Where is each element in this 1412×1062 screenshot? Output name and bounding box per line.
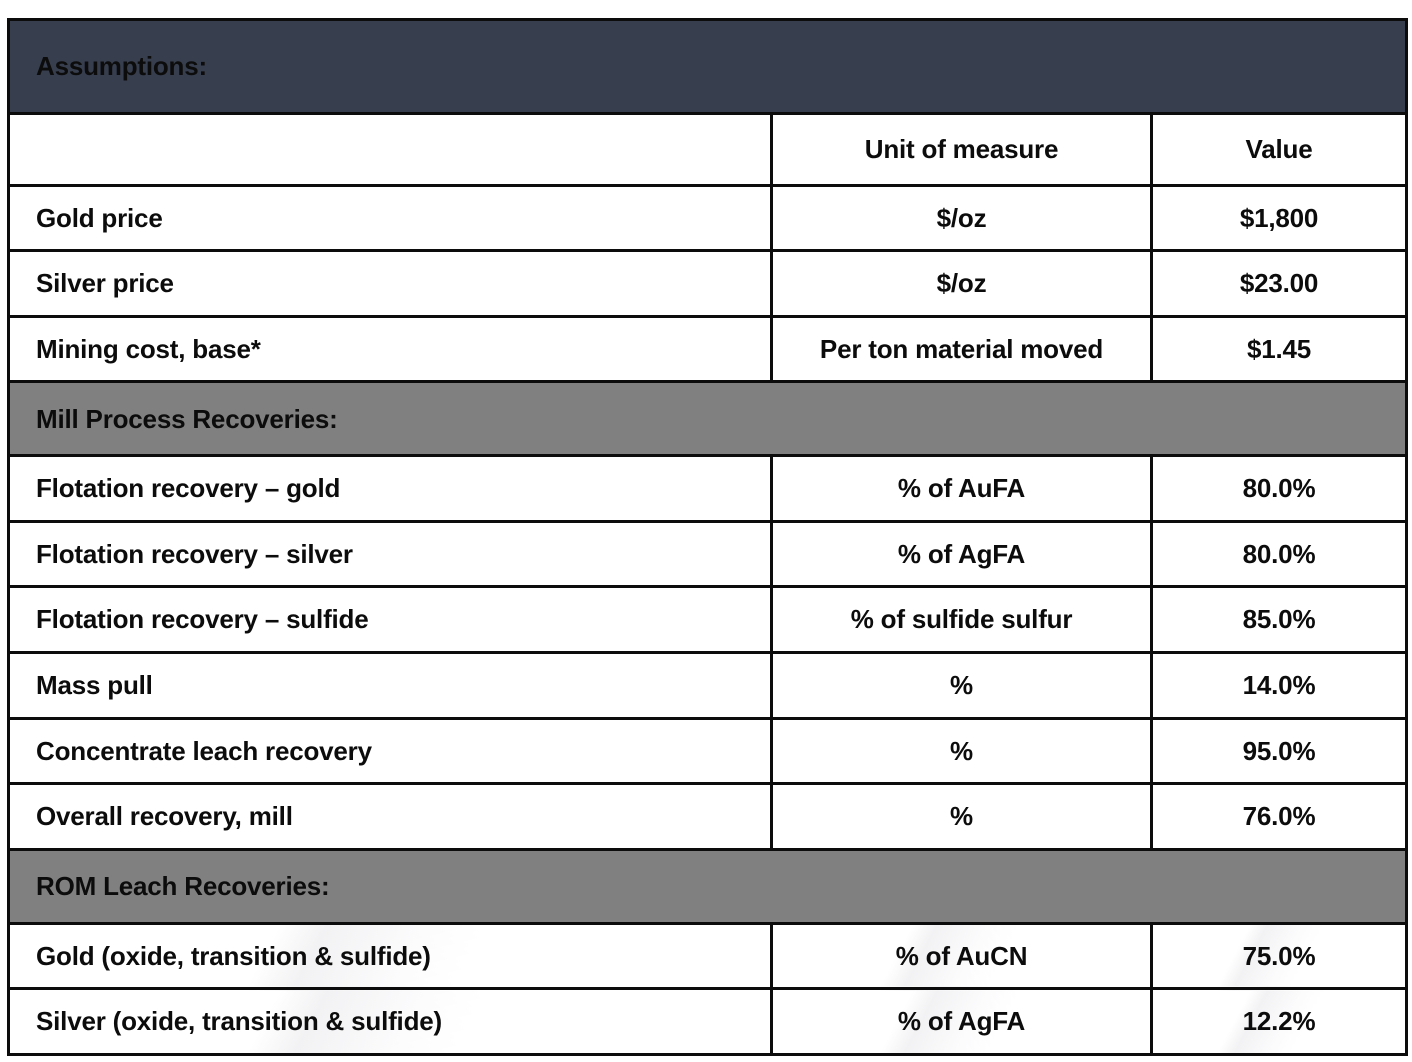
row-value: 76.0% (1149, 782, 1409, 851)
table-row: Gold price $/oz $1,800 (7, 183, 1409, 253)
table-row: Flotation recovery – sulfide % of sulfid… (7, 585, 1409, 655)
row-value: 12.2% (1149, 987, 1409, 1056)
row-value: $1.45 (1149, 314, 1409, 384)
section-banner-assumptions: Assumptions: (6, 18, 1409, 115)
row-label: Concentrate leach recovery (7, 716, 773, 786)
row-label: Flotation recovery – gold (7, 454, 773, 523)
row-label: Flotation recovery – sulfide (7, 585, 773, 655)
table-row: Flotation recovery – gold % of AuFA 80.0… (7, 454, 1409, 523)
column-header-value: Value (1149, 111, 1409, 187)
table-row: Mining cost, base* Per ton material move… (7, 314, 1409, 384)
table-row: Mass pull % 14.0% (7, 651, 1409, 720)
row-value: 75.0% (1149, 921, 1409, 991)
row-unit: % (770, 782, 1153, 851)
column-header-blank (7, 111, 773, 187)
row-label: Flotation recovery – silver (7, 519, 773, 589)
row-value: 80.0% (1149, 454, 1409, 523)
row-value: $1,800 (1149, 183, 1409, 253)
row-value: 85.0% (1149, 585, 1409, 655)
table-row: Flotation recovery – silver % of AgFA 80… (7, 519, 1409, 589)
table-header-row: Unit of measure Value (7, 111, 1409, 187)
row-label: Mining cost, base* (7, 314, 773, 384)
row-unit: Per ton material moved (770, 314, 1153, 384)
table-row: Concentrate leach recovery % 95.0% (7, 716, 1409, 786)
row-value: 80.0% (1149, 519, 1409, 589)
row-value: 95.0% (1149, 716, 1409, 786)
row-label: Overall recovery, mill (7, 782, 773, 851)
row-unit: % of AuFA (770, 454, 1153, 523)
row-label: Mass pull (7, 651, 773, 720)
row-unit: $/oz (770, 183, 1153, 253)
section-banner-label: Assumptions: (6, 18, 1409, 115)
section-banner-label: Mill Process Recoveries: (6, 380, 1409, 458)
assumptions-table: Assumptions: Unit of measure Value Gold … (6, 18, 1409, 1056)
row-unit: $/oz (770, 249, 1153, 318)
row-value: $23.00 (1149, 249, 1409, 318)
row-unit: % (770, 716, 1153, 786)
row-unit: % of AgFA (770, 519, 1153, 589)
row-label: Silver price (7, 249, 773, 318)
table-row: Silver (oxide, transition & sulfide) % o… (7, 987, 1409, 1056)
table-row: Gold (oxide, transition & sulfide) % of … (7, 921, 1409, 991)
row-label: Gold (oxide, transition & sulfide) (7, 921, 773, 991)
section-banner-label: ROM Leach Recoveries: (6, 847, 1409, 925)
column-header-unit-of-measure: Unit of measure (770, 111, 1153, 187)
section-banner-mill-process-recoveries: Mill Process Recoveries: (6, 380, 1409, 458)
table-row: Silver price $/oz $23.00 (7, 249, 1409, 318)
row-label: Gold price (7, 183, 773, 253)
section-banner-rom-leach-recoveries: ROM Leach Recoveries: (6, 847, 1409, 925)
row-unit: % of AuCN (770, 921, 1153, 991)
row-value: 14.0% (1149, 651, 1409, 720)
row-unit: % of sulfide sulfur (770, 585, 1153, 655)
table-row: Overall recovery, mill % 76.0% (7, 782, 1409, 851)
row-label: Silver (oxide, transition & sulfide) (7, 987, 773, 1056)
row-unit: % (770, 651, 1153, 720)
row-unit: % of AgFA (770, 987, 1153, 1056)
